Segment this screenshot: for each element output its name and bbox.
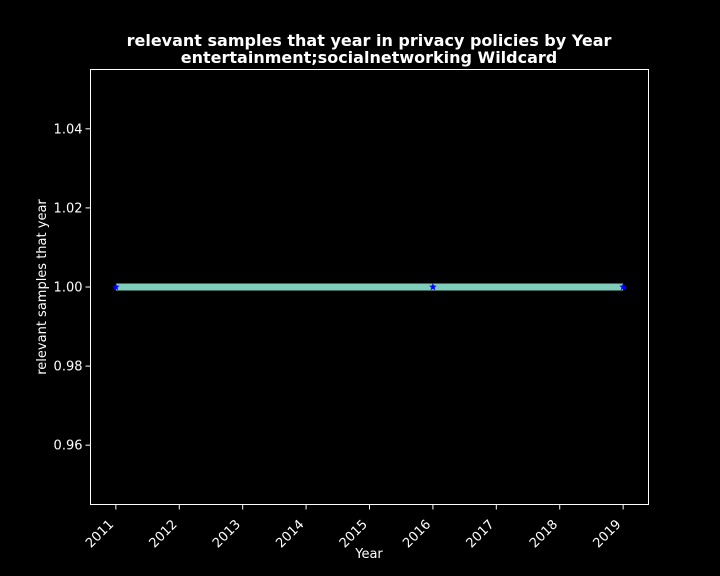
y-tick-label: 1.04 [54, 122, 83, 137]
y-tick-label: 0.96 [54, 439, 83, 454]
y-tick-label: 0.98 [54, 360, 83, 375]
data-point [112, 283, 120, 291]
chart-title-line1: relevant samples that year in privacy po… [127, 31, 612, 50]
y-axis: 0.96 0.98 1.00 1.02 1.04 [54, 122, 91, 454]
x-axis-label: Year [354, 547, 383, 562]
data-point [429, 283, 437, 291]
chart-title-line2: entertainment;socialnetworking Wildcard [181, 48, 557, 67]
series-layer [112, 283, 627, 291]
y-tick-label: 1.02 [54, 201, 83, 216]
data-point [619, 283, 627, 291]
y-axis-label: relevant samples that year [35, 199, 50, 375]
y-tick-label: 1.00 [54, 281, 83, 296]
